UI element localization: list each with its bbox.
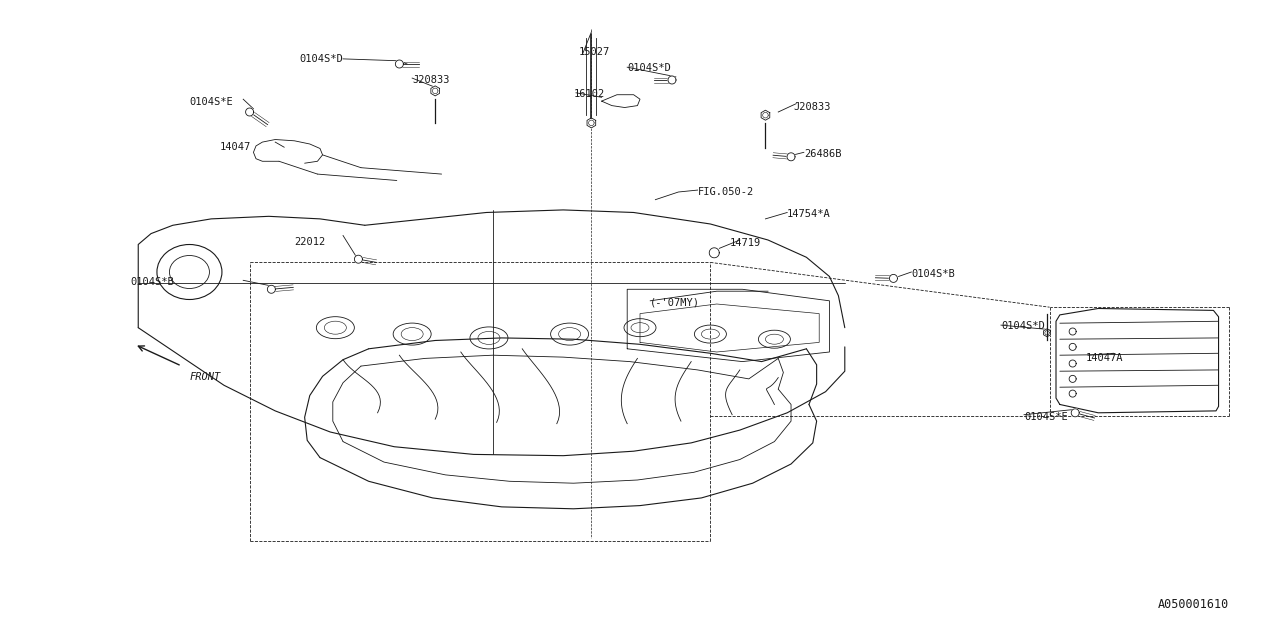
Polygon shape (787, 153, 795, 161)
Polygon shape (588, 118, 595, 128)
Text: 26486B: 26486B (804, 148, 841, 159)
Polygon shape (762, 110, 769, 120)
Text: 0104S*D: 0104S*D (300, 54, 343, 64)
Text: 0104S*E: 0104S*E (189, 97, 233, 108)
Polygon shape (709, 248, 719, 258)
Polygon shape (355, 255, 362, 263)
Text: FIG.050-2: FIG.050-2 (698, 187, 754, 197)
Polygon shape (1043, 329, 1051, 337)
Polygon shape (890, 275, 897, 282)
Text: A050001610: A050001610 (1157, 598, 1229, 611)
Polygon shape (1071, 409, 1079, 417)
Text: 0104S*D: 0104S*D (627, 63, 671, 74)
Text: J20833: J20833 (794, 102, 831, 112)
Text: 14754*A: 14754*A (787, 209, 831, 220)
Polygon shape (431, 86, 439, 96)
Text: 0104S*B: 0104S*B (911, 269, 955, 279)
Text: (-'07MY): (-'07MY) (650, 298, 700, 308)
Text: 14047: 14047 (220, 142, 251, 152)
Polygon shape (396, 60, 403, 68)
Text: 16102: 16102 (573, 89, 604, 99)
Text: 14047A: 14047A (1085, 353, 1123, 364)
Polygon shape (1069, 390, 1076, 397)
Text: 0104S*E: 0104S*E (1024, 412, 1068, 422)
Polygon shape (1069, 344, 1076, 350)
Text: 0104S*B: 0104S*B (131, 277, 174, 287)
Text: 0104S*D: 0104S*D (1001, 321, 1044, 332)
Polygon shape (1069, 328, 1076, 335)
Text: 15027: 15027 (579, 47, 609, 58)
Polygon shape (1069, 376, 1076, 382)
Polygon shape (668, 76, 676, 84)
Text: 14719: 14719 (730, 238, 760, 248)
Polygon shape (246, 108, 253, 116)
Text: 22012: 22012 (294, 237, 325, 247)
Text: FRONT: FRONT (189, 372, 221, 382)
Polygon shape (268, 285, 275, 293)
Polygon shape (1069, 360, 1076, 367)
Text: J20833: J20833 (412, 75, 449, 85)
